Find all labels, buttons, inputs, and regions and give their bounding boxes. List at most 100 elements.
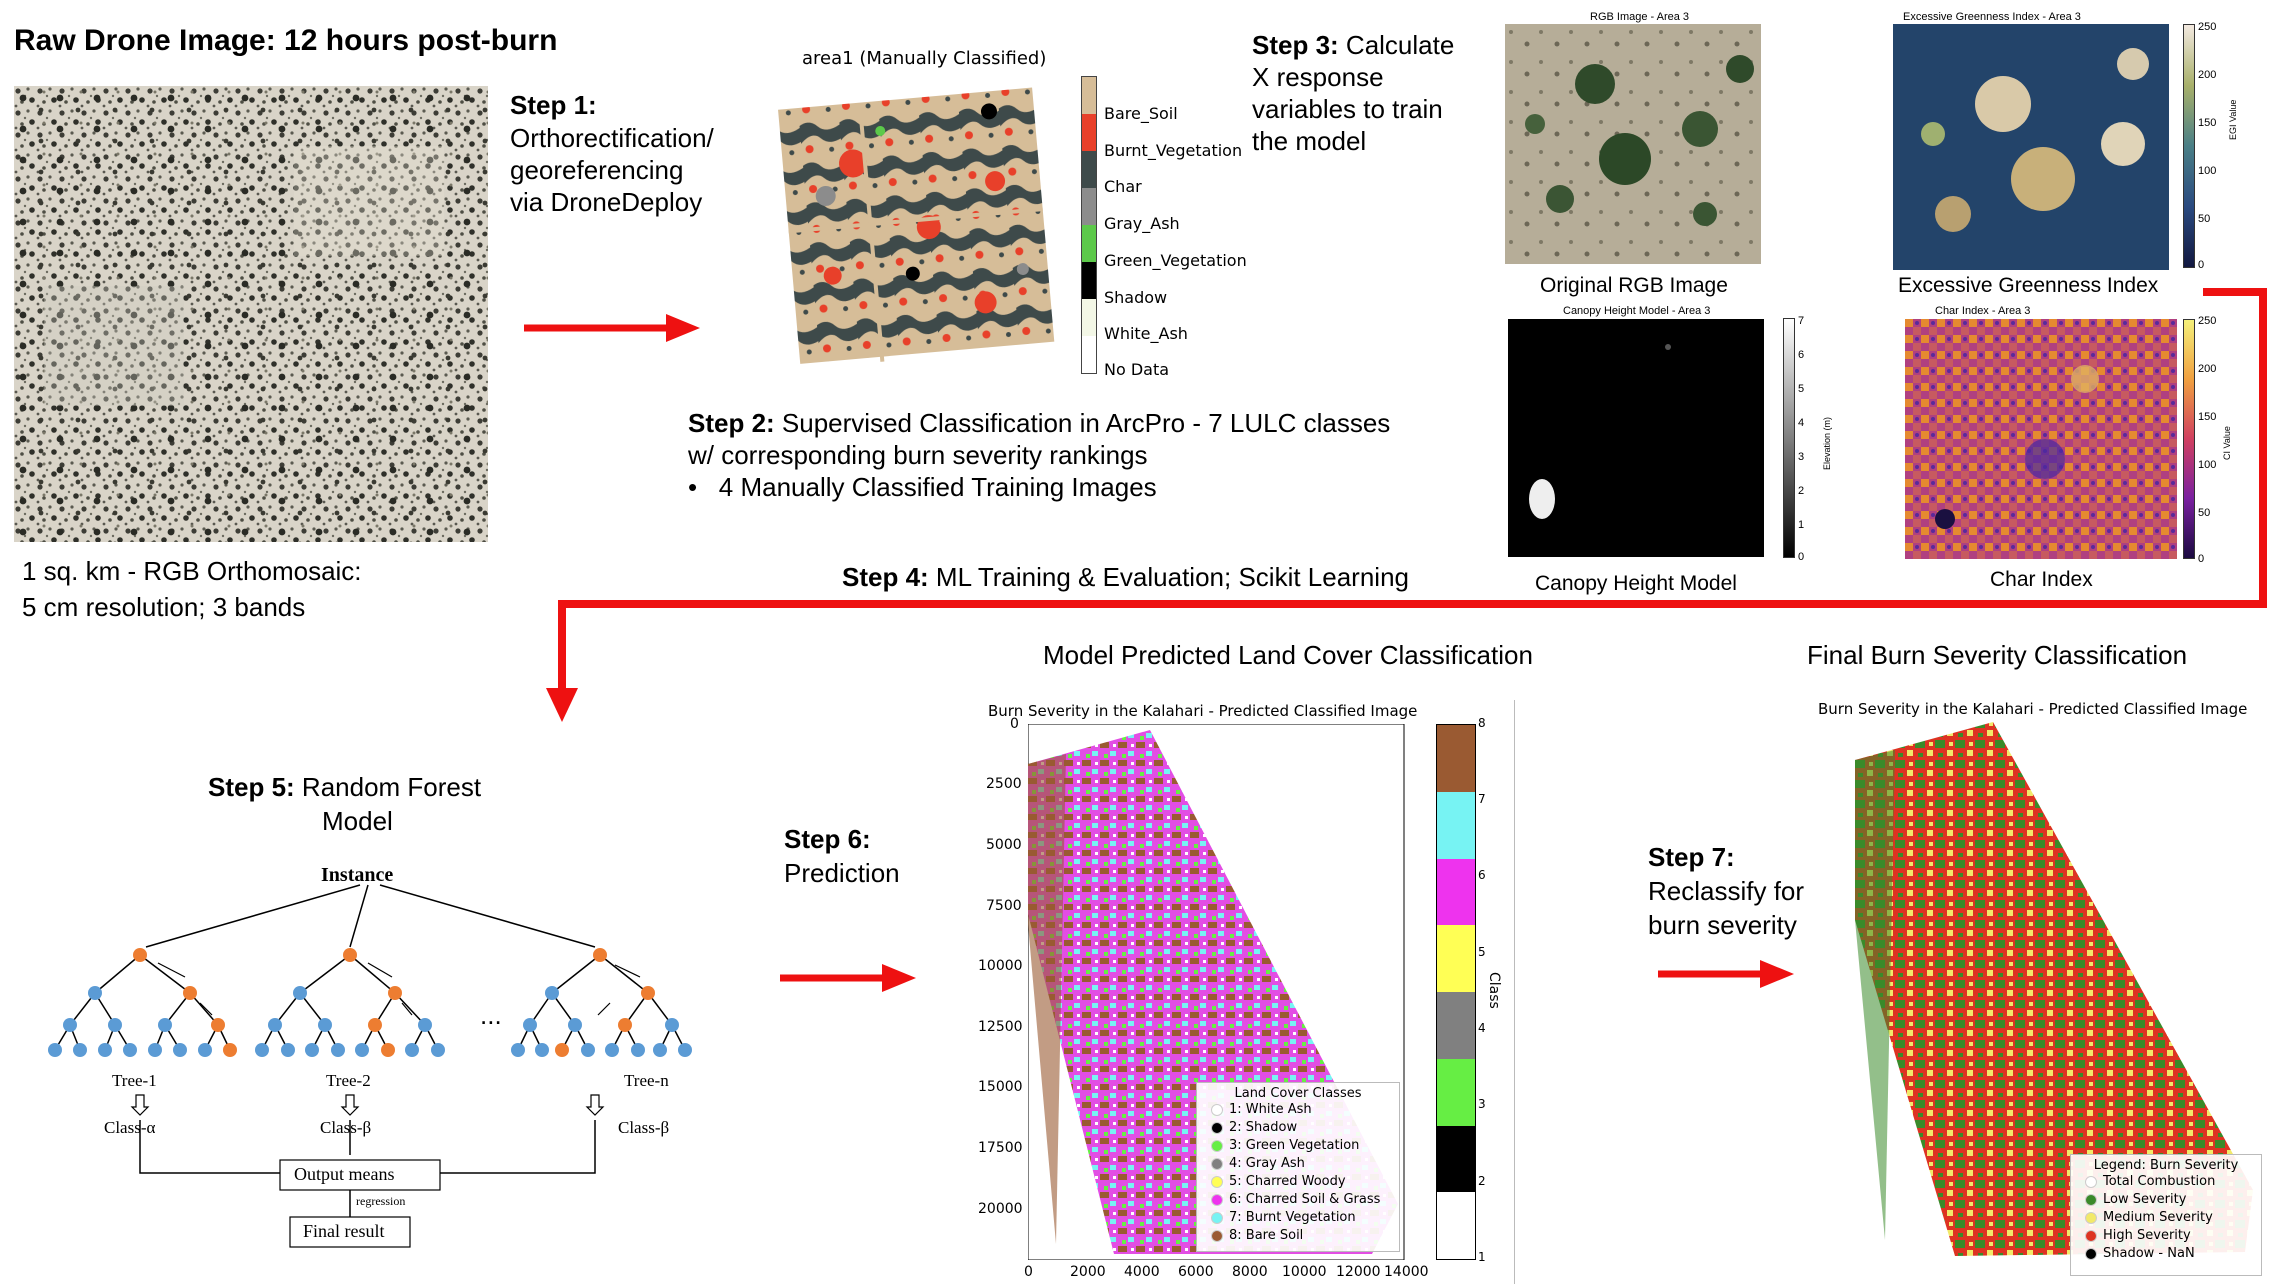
area1-legend-0: Bare_Soil [1104,104,1178,123]
rgb-caption: Original RGB Image [1540,274,1728,297]
predicted-legend-label: 5: Charred Woody [1229,1174,1346,1189]
predicted-legend-label: 7: Burnt Vegetation [1229,1210,1356,1225]
pred-cbar-tick-8: 8 [1478,716,1486,730]
chm-tick-4: 3 [1798,451,1805,463]
ci-small-title: Char Index - Area 3 [1935,305,2031,317]
step3-line2: X response [1252,62,1384,92]
step2-line2: w/ corresponding burn severity rankings [688,440,1148,470]
rf-regression: regression [356,1194,406,1208]
pred-xtick-6: 12000 [1336,1264,1381,1280]
predicted-legend: Land Cover Classes 1: White Ash 2: Shadow… [1196,1082,1400,1252]
predicted-heading: Model Predicted Land Cover Classificatio… [1043,640,1533,670]
final-legend-item: Medium Severity [2085,1209,2261,1227]
predicted-plot-title: Burn Severity in the Kalahari - Predicte… [988,702,1418,720]
area1-map [778,87,1055,364]
step3-line3: variables to train [1252,94,1443,124]
area1-title: area1 (Manually Classified) [802,48,1047,69]
final-legend-item: Low Severity [2085,1191,2261,1209]
predicted-legend-label: 3: Green Vegetation [1229,1138,1360,1153]
chm-tick-1: 6 [1798,349,1805,361]
final-legend-swatch [2085,1194,2097,1206]
step2-bullet-text: 4 Manually Classified Training Images [718,472,1157,502]
egi-tick-2: 150 [2198,117,2217,129]
chm-small-title: Canopy Height Model - Area 3 [1563,305,1711,317]
predicted-colorbar-segment [1437,992,1475,1059]
predicted-colorbar-segment [1437,1192,1475,1259]
step2-line1: Step 2: Supervised Classification in Arc… [688,408,1390,439]
final-legend-swatch [2085,1248,2097,1260]
pred-xtick-4: 8000 [1232,1264,1268,1280]
final-legend-item: Shadow - NaN [2085,1245,2261,1263]
predicted-legend-swatch [1211,1104,1223,1116]
predicted-legend-swatch [1211,1122,1223,1134]
area1-legend-5: Shadow [1104,288,1168,307]
rf-instance: Instance [321,864,394,886]
rf-dots: ... [480,1000,502,1030]
predicted-colorbar-segment [1437,1125,1475,1193]
area1-colorbar [1081,76,1097,374]
chm-tick-6: 1 [1798,519,1805,531]
predicted-legend-label: 1: White Ash [1229,1102,1312,1117]
egi-tick-0: 250 [2198,21,2217,33]
predicted-colorbar-segment [1437,725,1475,792]
pred-cbar-tick-3: 3 [1478,1097,1486,1111]
arrow-step6 [780,964,916,992]
rf-final-result: Final result [303,1221,385,1241]
chm-tick-2: 5 [1798,383,1805,395]
final-legend-label: Total Combustion [2103,1174,2216,1189]
predicted-legend-item: 8: Bare Soil [1211,1227,1399,1245]
ci-tick-2: 150 [2198,411,2217,423]
predicted-legend-label: 2: Shadow [1229,1120,1298,1135]
area1-legend-7: No Data [1104,360,1170,379]
ci-caption: Char Index [1990,568,2093,591]
predicted-legend-title: Land Cover Classes [1234,1086,1362,1101]
pred-xtick-3: 6000 [1178,1264,1214,1280]
step3-line4: the model [1252,126,1367,156]
final-plot-title: Burn Severity in the Kalahari - Predicte… [1818,700,2248,718]
predicted-colorbar-segment [1437,858,1475,926]
rf-output-means: Output means [294,1164,395,1184]
pred-ytick-8: 20000 [978,1201,1023,1217]
raw-title: Raw Drone Image: 12 hours post-burn [14,24,558,57]
egi-caption: Excessive Greenness Index [1898,274,2159,297]
predicted-legend-item: 2: Shadow [1211,1119,1399,1137]
final-legend-label: Shadow - NaN [2103,1246,2195,1261]
chm-tick-3: 4 [1798,417,1805,429]
step5-text1: Random Forest [301,772,482,802]
final-legend-item: Total Combustion [2085,1173,2261,1191]
predicted-legend-item: 3: Green Vegetation [1211,1137,1399,1155]
rgb-image [1505,24,1761,264]
pred-ytick-0: 0 [1010,716,1019,732]
chm-image [1508,319,1764,557]
rgb-small-title: RGB Image - Area 3 [1590,11,1690,23]
rf-treen-name: Tree-n [624,1071,669,1090]
final-legend-label: Low Severity [2103,1192,2187,1207]
pred-xtick-0: 0 [1024,1264,1033,1280]
predicted-legend-item: 5: Charred Woody [1211,1173,1399,1191]
final-legend-swatch [2085,1176,2097,1188]
step3-label: Step 3: [1252,30,1339,60]
raw-drone-image [14,86,488,542]
rf-tree1-class: Class-α [104,1118,156,1137]
egi-image [1893,24,2169,270]
pred-xtick-2: 4000 [1124,1264,1160,1280]
final-legend-label: Medium Severity [2103,1210,2213,1225]
final-legend-swatch [2085,1212,2097,1224]
pred-ytick-6: 15000 [978,1079,1023,1095]
step2-label: Step 2: [688,408,775,438]
step2-bullet: • 4 Manually Classified Training Images [688,472,1157,502]
pred-cbar-tick-4: 4 [1478,1021,1486,1035]
ci-tick-5: 0 [2198,553,2205,565]
arrow-step1 [524,314,700,342]
predicted-colorbar-segment [1437,1058,1475,1126]
predicted-legend-label: 4: Gray Ash [1229,1156,1305,1171]
predicted-legend-swatch [1211,1176,1223,1188]
rf-tree1-name: Tree-1 [112,1071,157,1090]
step2-text1: Supervised Classification in ArcPro - 7 … [781,408,1391,438]
pred-cbar-tick-7: 7 [1478,792,1486,806]
final-heading: Final Burn Severity Classification [1807,640,2188,670]
predicted-colorbar-segment [1437,791,1475,859]
step3-text1: Calculate [1345,30,1455,60]
ci-image [1905,319,2177,559]
egi-small-title: Excessive Greenness Index - Area 3 [1903,11,2081,23]
